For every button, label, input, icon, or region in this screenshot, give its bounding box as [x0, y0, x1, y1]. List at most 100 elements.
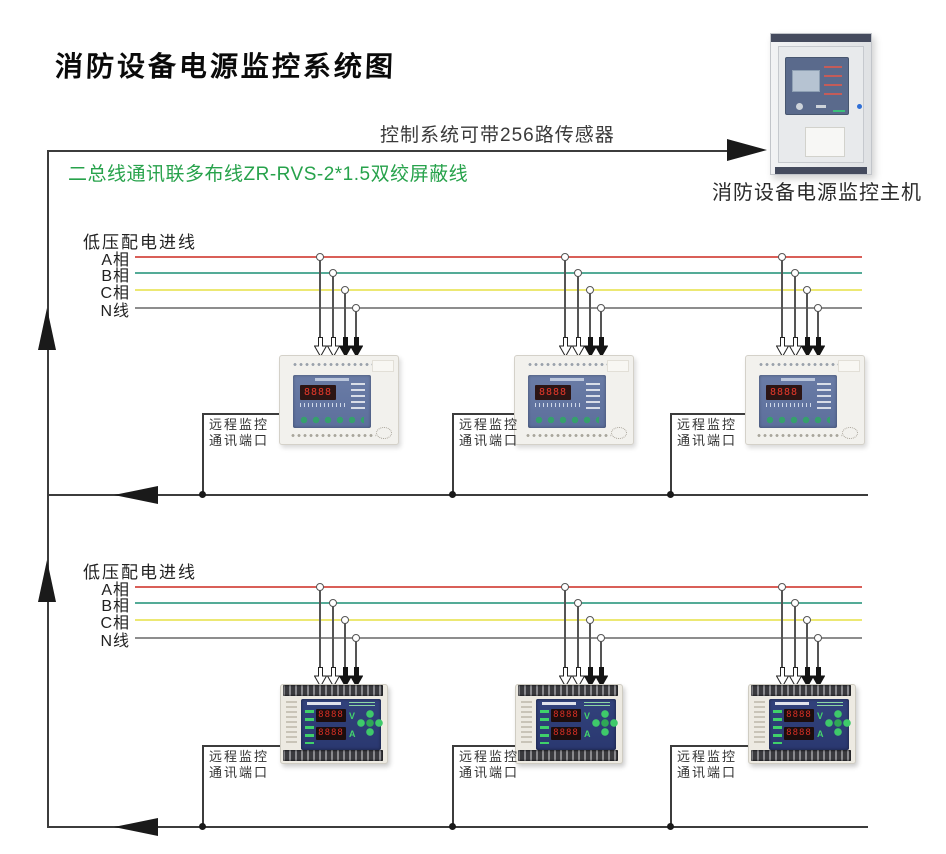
- voltage-display: 8888: [551, 709, 581, 722]
- sensor-capacity-label: 控制系统可带256路传感器: [380, 125, 615, 146]
- module-title-bar: [550, 378, 584, 381]
- module-scale-marks: [535, 403, 583, 407]
- module-panel: 8888: [759, 375, 837, 428]
- tap-arrow-hollow-icon: [789, 667, 802, 687]
- tap-node: [814, 304, 822, 312]
- phase-a-label: A相: [101, 582, 130, 599]
- module-subtitle: [584, 702, 610, 707]
- terminal-strip: [751, 750, 851, 761]
- module-subtitle: [817, 702, 843, 707]
- feed-label: 低压配电进线: [83, 563, 197, 582]
- port-wire: [452, 413, 454, 495]
- tap-wire: [332, 276, 334, 337]
- tap-wire: [577, 276, 579, 337]
- tap-node: [586, 286, 594, 294]
- junction-dot: [449, 823, 456, 830]
- keypad-icon: [357, 710, 383, 736]
- junction-dot: [667, 823, 674, 830]
- tap-wire: [781, 260, 783, 337]
- port-wire: [202, 745, 280, 747]
- vent-lines: [286, 701, 297, 745]
- module-panel: 8888 V 8888 A: [536, 699, 618, 750]
- keypad-icon: [592, 710, 618, 736]
- terminal-strip: [518, 750, 618, 761]
- tap-arrow-solid-icon: [584, 667, 597, 687]
- module-title-bar: [775, 702, 809, 705]
- module-subtitle: [349, 702, 375, 707]
- tap-wire: [564, 590, 566, 667]
- module-scale-marks: [300, 403, 348, 407]
- tap-arrow-solid-icon: [801, 337, 814, 357]
- module-display: 8888: [766, 385, 802, 400]
- tap-node: [352, 304, 360, 312]
- tap-wire: [806, 293, 808, 337]
- tap-arrow-solid-icon: [595, 337, 608, 357]
- host-device: [770, 33, 872, 175]
- tap-wire: [794, 276, 796, 337]
- tap-wire: [817, 641, 819, 667]
- tap-node: [341, 286, 349, 294]
- tap-wire: [577, 606, 579, 667]
- power-sensor-module: 8888 V 8888 A: [748, 684, 856, 764]
- module-buttons: [533, 416, 599, 424]
- junction-dot: [667, 491, 674, 498]
- terminal-row: [292, 362, 372, 367]
- module-blank-cover: [372, 360, 394, 372]
- tap-wire: [600, 311, 602, 337]
- port-wire: [670, 413, 745, 415]
- port-wire: [452, 745, 515, 747]
- tap-arrow-solid-icon: [812, 667, 825, 687]
- voltage-unit-label: V: [584, 711, 591, 721]
- module-blank-cover: [838, 360, 860, 372]
- tap-node: [352, 634, 360, 642]
- tap-wire: [355, 311, 357, 337]
- host-device-label: 消防设备电源监控主机: [712, 182, 922, 204]
- tap-wire: [564, 260, 566, 337]
- phase-n-label: N线: [100, 303, 130, 320]
- top-bus-line: [47, 150, 730, 152]
- tap-node: [561, 253, 569, 261]
- bus-arrow-left-icon: [114, 486, 158, 504]
- tap-wire: [817, 311, 819, 337]
- tap-node: [803, 286, 811, 294]
- left-bus-line: [47, 150, 49, 828]
- flow-arrow-right-icon: [727, 139, 767, 161]
- vent-lines: [754, 701, 765, 745]
- power-sensor-module: 8888 V 8888 A: [515, 684, 623, 764]
- module-display: 8888: [535, 385, 571, 400]
- current-unit-label: A: [349, 729, 356, 739]
- tap-wire: [319, 590, 321, 667]
- port-wire: [452, 745, 454, 827]
- module-title-bar: [315, 378, 349, 381]
- host-control-panel: [785, 57, 849, 115]
- tap-arrow-hollow-icon: [572, 667, 585, 687]
- module-panel: 8888: [293, 375, 371, 428]
- module-panel: 8888 V 8888 A: [301, 699, 383, 750]
- junction-dot: [199, 823, 206, 830]
- tap-wire: [794, 606, 796, 667]
- current-display: 8888: [316, 727, 346, 740]
- tap-node: [778, 253, 786, 261]
- led-column: [305, 710, 314, 744]
- vent-icon: [376, 427, 392, 439]
- host-indicator-leds: [824, 66, 842, 98]
- tap-wire: [600, 641, 602, 667]
- tap-arrow-solid-icon: [801, 667, 814, 687]
- tap-node: [329, 599, 337, 607]
- tap-wire: [781, 590, 783, 667]
- tap-node: [814, 634, 822, 642]
- port-wire: [452, 413, 514, 415]
- junction-dot: [449, 491, 456, 498]
- module-title-bar: [781, 378, 815, 381]
- tap-node: [597, 304, 605, 312]
- vent-icon: [611, 427, 627, 439]
- port-label: 远程监控 通讯端口: [209, 417, 270, 448]
- phase-n-label: N线: [100, 633, 130, 650]
- wire-spec-label: 二总线通讯联多布线ZR-RVS-2*1.5双绞屏蔽线: [68, 164, 469, 185]
- host-button: [796, 103, 803, 110]
- tap-wire: [589, 623, 591, 667]
- phase-c-label: C相: [100, 285, 130, 302]
- port-label: 远程监控 通讯端口: [677, 749, 738, 780]
- keypad-icon: [825, 710, 851, 736]
